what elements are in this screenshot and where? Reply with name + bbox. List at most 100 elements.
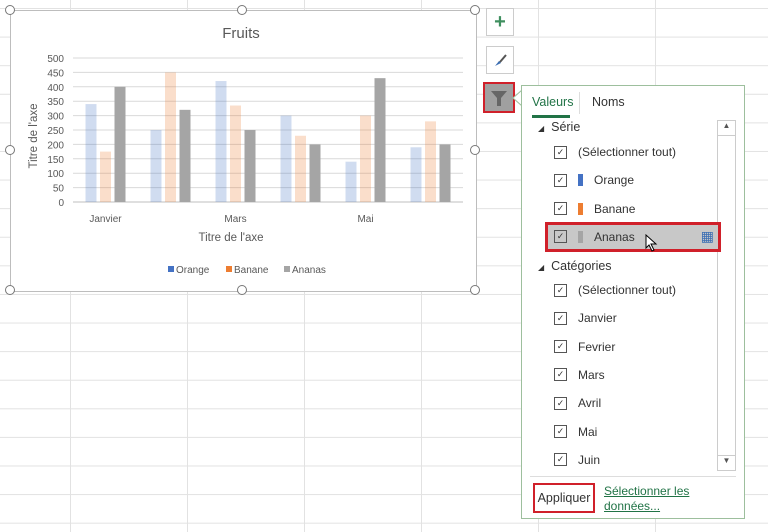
chart-elements-button[interactable]: + (486, 8, 514, 36)
filter-item-label: (Sélectionner tout) (578, 145, 677, 159)
active-tab-underline (532, 115, 570, 118)
chart[interactable]: Fruits Titre de l'axe Titre de l'axe 0 50… (10, 10, 477, 292)
filter-item-label: Orange (594, 173, 635, 188)
checkbox[interactable]: ✓ (554, 202, 567, 216)
checkbox[interactable]: ✓ (554, 230, 567, 244)
filter-item-label: Mars (578, 367, 605, 382)
filter-item[interactable]: ✓ Banane (522, 197, 712, 221)
y-tick-label: 450 (47, 68, 64, 79)
y-tick-label: 0 (58, 198, 64, 209)
filter-item-label: Mai (578, 424, 598, 439)
collapse-triangle-icon: ◢ (538, 124, 545, 133)
y-tick-label: 350 (47, 97, 64, 108)
edit-series-icon[interactable]: ▦ (700, 228, 714, 245)
bar-ananas-juin[interactable] (439, 144, 451, 202)
chart-styles-button[interactable] (486, 46, 514, 74)
checkbox[interactable]: ✓ (554, 396, 567, 410)
filter-item[interactable]: ✓ Juin (522, 448, 712, 472)
y-tick-label: 300 (47, 112, 64, 123)
resize-handle[interactable] (237, 5, 247, 15)
bar-banane-mai[interactable] (360, 115, 371, 202)
resize-handle[interactable] (470, 5, 480, 15)
bar-ananas-fevrier[interactable] (179, 109, 191, 202)
select-data-link[interactable]: Sélectionner les données... (604, 484, 689, 514)
bar-banane-avril[interactable] (295, 135, 306, 202)
scroll-up-arrow-icon[interactable]: ▲ (718, 121, 735, 136)
series-color-swatch (578, 174, 583, 187)
filter-item[interactable]: ✓ Janvier (522, 306, 712, 330)
plus-icon: + (494, 10, 506, 33)
bar-orange-janvier[interactable] (85, 104, 97, 202)
pane-pointer (512, 90, 523, 106)
series-color-swatch (578, 202, 583, 215)
filter-item-label: Banane (594, 201, 636, 216)
resize-handle[interactable] (5, 285, 15, 295)
y-tick-label: 100 (47, 169, 64, 180)
checkbox[interactable]: ✓ (554, 311, 567, 325)
checkbox[interactable]: ✓ (554, 425, 567, 438)
x-tick-label: Janvier (89, 214, 122, 225)
chart-title[interactable]: Fruits (222, 25, 260, 42)
scrollbar[interactable]: ▲ ▼ (717, 120, 736, 471)
y-axis-title[interactable]: Titre de l'axe (28, 103, 40, 168)
legend-swatch (226, 266, 232, 272)
tab-valeurs[interactable]: Valeurs (532, 95, 574, 109)
chart-filter-pane: Valeurs Noms ◢ Série ◢ Catégories ▲ ▼ Ap… (521, 85, 745, 519)
filter-item[interactable]: ✓ Mai (522, 420, 712, 444)
checkbox[interactable]: ✓ (554, 173, 567, 187)
filter-item-label: Fevrier (578, 339, 616, 354)
select-data-line2: données... (604, 499, 661, 513)
bar-ananas-mai[interactable] (374, 78, 386, 202)
resize-handle[interactable] (470, 145, 480, 155)
resize-handle[interactable] (470, 285, 480, 295)
checkbox[interactable]: ✓ (554, 368, 567, 382)
checkbox[interactable]: ✓ (554, 340, 567, 354)
resize-handle[interactable] (5, 145, 15, 155)
filter-item-label: Janvier (578, 311, 617, 326)
chart-filters-button[interactable] (483, 82, 515, 113)
resize-handle[interactable] (5, 5, 15, 15)
x-axis-title[interactable]: Titre de l'axe (198, 232, 263, 244)
apply-button[interactable]: Appliquer (533, 483, 595, 513)
chart-svg: Fruits Titre de l'axe Titre de l'axe 0 50… (28, 25, 463, 276)
filter-item-label: Avril (578, 396, 602, 411)
scroll-down-arrow-icon[interactable]: ▼ (718, 455, 735, 470)
bar-ananas-avril[interactable] (309, 144, 321, 202)
filter-item[interactable]: ✓ Orange (522, 168, 712, 192)
tab-noms[interactable]: Noms (592, 95, 625, 109)
filter-item[interactable]: ✓ Ananas ▦ (545, 221, 721, 252)
filter-item-label: (Sélectionner tout) (578, 283, 677, 297)
checkbox[interactable]: ✓ (554, 283, 567, 297)
bar-ananas-janvier[interactable] (114, 86, 126, 202)
resize-handle[interactable] (237, 285, 247, 295)
filter-item-label: Juin (578, 452, 601, 467)
bar-orange-mai[interactable] (345, 161, 357, 202)
filter-item[interactable]: ✓ (Sélectionner tout) (522, 278, 712, 302)
filter-item[interactable]: ✓ Fevrier (522, 335, 712, 359)
divider (530, 476, 736, 477)
collapse-triangle-icon: ◢ (538, 263, 545, 272)
filter-item[interactable]: ✓ (Sélectionner tout) (522, 140, 712, 164)
bar-banane-juin[interactable] (425, 121, 436, 202)
y-tick-label: 200 (47, 140, 64, 151)
legend-entry-ananas[interactable]: Ananas (292, 265, 326, 276)
checkbox[interactable]: ✓ (554, 145, 567, 159)
filter-item[interactable]: ✓ Mars (522, 363, 712, 387)
bar-orange-mars[interactable] (215, 81, 227, 202)
bar-banane-fevrier[interactable] (165, 72, 176, 203)
bar-orange-fevrier[interactable] (150, 130, 162, 202)
legend-swatch (168, 266, 174, 272)
bar-banane-mars[interactable] (230, 105, 241, 202)
filter-item[interactable]: ✓ Avril (522, 391, 712, 415)
legend-entry-banane[interactable]: Banane (234, 265, 269, 276)
legend-entry-orange[interactable]: Orange (176, 265, 210, 276)
bar-banane-janvier[interactable] (100, 151, 111, 202)
y-tick-label: 400 (47, 83, 64, 94)
serie-section-header[interactable]: ◢ Série (538, 120, 580, 134)
serie-header-label: Série (551, 120, 581, 134)
checkbox[interactable]: ✓ (554, 453, 567, 467)
bar-ananas-mars[interactable] (244, 130, 256, 202)
bar-orange-juin[interactable] (410, 147, 422, 202)
categories-section-header[interactable]: ◢ Catégories (538, 259, 612, 273)
bar-orange-avril[interactable] (280, 115, 292, 202)
